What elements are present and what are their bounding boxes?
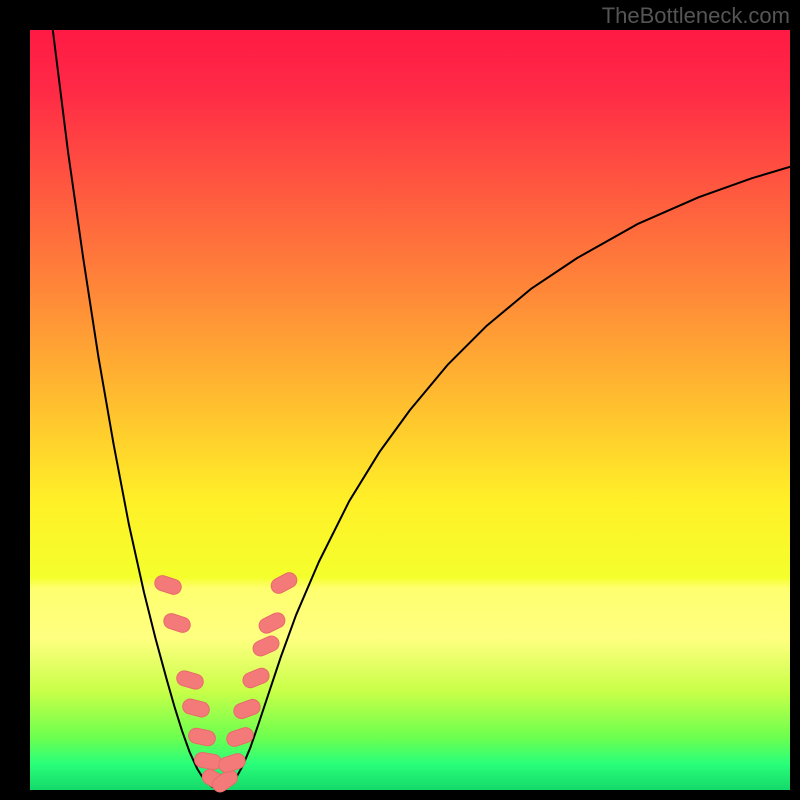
- data-point-marker: [224, 725, 256, 749]
- plot-area: [30, 30, 790, 790]
- data-point-marker: [180, 697, 211, 719]
- chart-frame: TheBottleneck.com: [0, 0, 800, 800]
- data-point-marker: [174, 668, 205, 691]
- data-point-marker: [216, 751, 248, 775]
- watermark-text: TheBottleneck.com: [602, 3, 790, 29]
- data-point-marker: [186, 726, 217, 747]
- data-point-marker: [231, 697, 263, 722]
- data-point-marker: [153, 573, 185, 597]
- data-point-marker: [268, 570, 300, 597]
- data-point-marker: [250, 633, 282, 659]
- data-point-marker: [256, 609, 288, 636]
- data-point-marker: [162, 611, 194, 635]
- data-point-marker: [240, 665, 272, 690]
- data-points-layer: [30, 30, 790, 790]
